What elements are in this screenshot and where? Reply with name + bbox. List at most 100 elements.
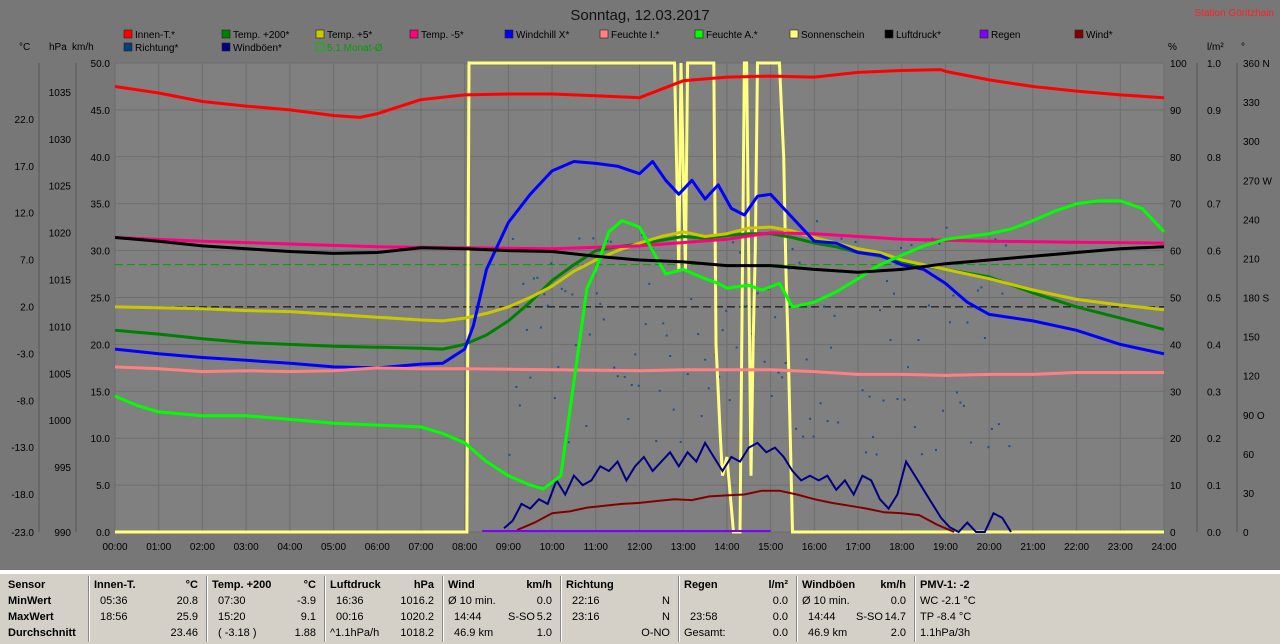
series-line-windchill-x bbox=[114, 160, 1165, 370]
rain-axis-tick: 0.9 bbox=[1207, 106, 1221, 117]
direction-point bbox=[529, 376, 532, 379]
direction-point bbox=[588, 333, 591, 336]
direction-point bbox=[697, 333, 700, 336]
chart-title: Sonntag, 12.03.2017 bbox=[570, 7, 709, 24]
innen-max-value: 25.9 bbox=[176, 611, 198, 623]
richtung-avg-value: O-NO bbox=[641, 627, 670, 639]
summary-pmv-column: PMV-1: -2 WC -2.1 °C TP -8.4 °C 1.1hPa/3… bbox=[916, 574, 1036, 644]
direction-point bbox=[823, 305, 826, 308]
chart-canvas: Sonntag, 12.03.2017 Station Göritzhain °… bbox=[11, 7, 1274, 553]
wind-line bbox=[516, 489, 955, 533]
rain-axis-tick: 0.5 bbox=[1207, 294, 1221, 305]
wind-axis-tick: 5.0 bbox=[96, 481, 110, 492]
direction-point bbox=[872, 436, 875, 439]
direction-point bbox=[574, 344, 577, 347]
direction-point bbox=[819, 402, 822, 405]
direction-point bbox=[511, 237, 514, 240]
direction-point bbox=[875, 453, 878, 456]
wind-axis-tick: 10.0 bbox=[91, 434, 111, 445]
temp-axis-tick: -3.0 bbox=[17, 349, 35, 360]
direction-point bbox=[941, 409, 944, 412]
wind-max-time: 14:44 bbox=[454, 611, 482, 623]
pmv-header: PMV-1: -2 bbox=[920, 579, 970, 591]
separator bbox=[678, 576, 680, 642]
direction-point bbox=[962, 404, 965, 407]
direction-point bbox=[903, 398, 906, 401]
legend-swatch bbox=[504, 29, 514, 39]
direction-point bbox=[728, 399, 731, 402]
rain-axis-tick: 0.8 bbox=[1207, 153, 1221, 164]
direction-point bbox=[630, 384, 633, 387]
direction-point bbox=[809, 417, 812, 420]
boeen-min-time: Ø 10 min. bbox=[802, 595, 850, 607]
wind-axis-tick: 15.0 bbox=[91, 387, 111, 398]
direction-point bbox=[861, 389, 864, 392]
legend-swatch bbox=[599, 29, 609, 39]
pressure-axis-tick: 1000 bbox=[49, 416, 72, 427]
innen-header: Innen-T. bbox=[94, 579, 136, 591]
temp200-min-time: 07:30 bbox=[218, 595, 246, 607]
druck-unit: hPa bbox=[413, 579, 434, 591]
direction-point bbox=[774, 316, 777, 319]
regen-max-value: 0.0 bbox=[772, 611, 788, 623]
wind-axis-tick: 0.0 bbox=[96, 528, 110, 539]
wind-distance: 46.9 km bbox=[454, 627, 494, 639]
direction-point bbox=[665, 334, 668, 337]
direction-point bbox=[623, 375, 626, 378]
temp200-unit: °C bbox=[303, 579, 316, 591]
x-axis-tick: 21:00 bbox=[1020, 542, 1045, 553]
legend-item: Temp. -5* bbox=[409, 29, 464, 41]
x-axis-tick: 02:00 bbox=[190, 542, 215, 553]
direction-point bbox=[837, 421, 840, 424]
series-line-luftdruck bbox=[114, 236, 1165, 274]
x-axis-tick: 07:00 bbox=[408, 542, 433, 553]
temp200-header: Temp. +200 bbox=[212, 579, 272, 591]
direction-point bbox=[539, 326, 542, 329]
boeen-header: Windböen bbox=[802, 579, 856, 591]
direction-point bbox=[746, 305, 749, 308]
direction-axis-tick: 240 bbox=[1243, 215, 1260, 226]
direction-point bbox=[969, 441, 972, 444]
summary-innen-column: Innen-T. °C 05:36 18:56 20.8 25.9 23.46 bbox=[90, 574, 206, 644]
direction-point bbox=[906, 366, 909, 369]
legend-label: Feuchte I.* bbox=[611, 30, 659, 41]
direction-point bbox=[770, 394, 773, 397]
direction-axis-tick: 0 bbox=[1243, 528, 1249, 539]
legend-label: Luftdruck* bbox=[896, 30, 941, 41]
direction-axis-tick: 30 bbox=[1243, 489, 1255, 500]
left-axes: 50.0 45.0 40.0 35.0 30.0 25.0 20.0 15.0 10.0 5.0 0… bbox=[11, 59, 110, 539]
left-unit-label: °C bbox=[19, 42, 30, 53]
right-axis-units: % l/m² ° bbox=[1168, 42, 1245, 53]
legend-swatch bbox=[409, 29, 419, 39]
wind-axis-tick: 40.0 bbox=[91, 153, 111, 164]
direction-axis-tick: 360 N bbox=[1243, 59, 1270, 70]
x-axis-tick: 22:00 bbox=[1064, 542, 1089, 553]
direction-point bbox=[732, 241, 735, 244]
rain-axis-tick: 0.3 bbox=[1207, 387, 1221, 398]
direction-point bbox=[955, 391, 958, 394]
series-line-temp-200 bbox=[114, 232, 1165, 351]
direction-axis-tick: 120 bbox=[1243, 372, 1260, 383]
separator bbox=[560, 576, 562, 642]
direction-axis-tick: 330 bbox=[1243, 98, 1260, 109]
legend-item: Innen-T.* bbox=[123, 29, 175, 41]
direction-point bbox=[913, 426, 916, 429]
wind-axis-tick: 45.0 bbox=[91, 106, 111, 117]
legend-label: Wind* bbox=[1086, 30, 1113, 41]
boeen-unit: km/h bbox=[880, 579, 906, 591]
legend-label: Temp. +200* bbox=[233, 30, 290, 41]
legend-label: Windchill X* bbox=[516, 30, 569, 41]
legend-swatch bbox=[221, 29, 231, 39]
humidity-axis-tick: 0 bbox=[1170, 528, 1176, 539]
temp-axis-tick: -13.0 bbox=[11, 443, 34, 454]
direction-point bbox=[578, 237, 581, 240]
x-axis-tick: 10:00 bbox=[540, 542, 565, 553]
direction-point bbox=[567, 441, 570, 444]
direction-point bbox=[966, 321, 969, 324]
direction-point bbox=[805, 358, 808, 361]
direction-point bbox=[546, 304, 549, 307]
legend-item: Luftdruck* bbox=[884, 29, 941, 41]
direction-point bbox=[508, 453, 511, 456]
direction-point bbox=[634, 353, 637, 356]
direction-point bbox=[896, 398, 899, 401]
